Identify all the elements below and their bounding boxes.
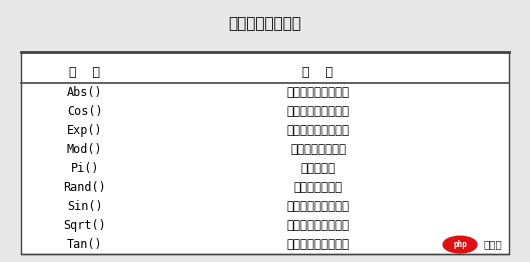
Text: 返回除操作的余数: 返回除操作的余数 [290, 143, 346, 156]
Text: 说    明: 说 明 [303, 66, 333, 79]
Text: Exp(): Exp() [67, 124, 103, 137]
Text: Sin(): Sin() [67, 200, 103, 213]
Text: 返回一个数的平方根: 返回一个数的平方根 [287, 219, 349, 232]
Text: 常用数值处理函数: 常用数值处理函数 [228, 16, 302, 31]
Text: 函    数: 函 数 [69, 66, 100, 79]
Text: 返回一个随机数: 返回一个随机数 [294, 181, 342, 194]
Text: 返回圆周率: 返回圆周率 [301, 162, 335, 175]
Text: 返回一个角度的正切: 返回一个角度的正切 [287, 238, 349, 251]
Text: Pi(): Pi() [70, 162, 99, 175]
Text: 返回一个角度的正弦: 返回一个角度的正弦 [287, 200, 349, 213]
Text: Tan(): Tan() [67, 238, 103, 251]
Text: Mod(): Mod() [67, 143, 103, 156]
Text: Sqrt(): Sqrt() [64, 219, 106, 232]
Circle shape [443, 236, 477, 253]
Text: 返回一个数的绝对值: 返回一个数的绝对值 [287, 86, 349, 99]
Text: php: php [453, 240, 467, 249]
FancyBboxPatch shape [21, 52, 509, 254]
Text: 返回一个角度的余弦: 返回一个角度的余弦 [287, 105, 349, 118]
Text: Rand(): Rand() [64, 181, 106, 194]
Text: Abs(): Abs() [67, 86, 103, 99]
Text: 返回一个数的指数值: 返回一个数的指数值 [287, 124, 349, 137]
Text: Cos(): Cos() [67, 105, 103, 118]
Text: 中文网: 中文网 [483, 240, 502, 250]
